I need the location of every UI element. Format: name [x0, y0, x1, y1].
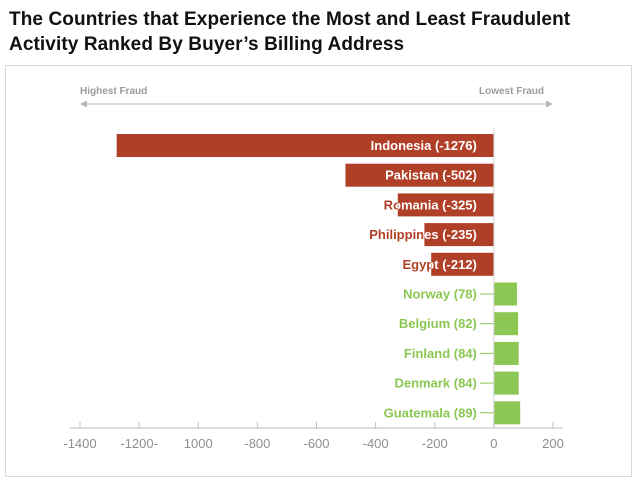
- fraud-range-arrow: [80, 100, 553, 108]
- bar-label-philippines: Philippines (-235): [369, 227, 477, 242]
- x-axis: -1400 -1200- 1000 -800 -600 -400 -200 0 200: [63, 128, 564, 451]
- bar-label-inner-pakistan: Pakistan (-502): [385, 168, 477, 183]
- bar-label-finland: Finland (84): [404, 346, 477, 361]
- bar-romania: [397, 193, 494, 217]
- bar-philippines: [424, 223, 494, 247]
- bars: Indonesia (-1276)Indonesia (-1276)Pakist…: [116, 134, 521, 425]
- bar-denmark: [493, 371, 519, 395]
- range-arrow-left-head: [80, 100, 87, 108]
- x-tick-label-8: 200: [542, 436, 564, 451]
- range-arrow-right-head: [546, 100, 553, 108]
- lowest-fraud-label: Lowest Fraud: [479, 86, 545, 97]
- x-tick-label-0: -1400: [63, 436, 96, 451]
- chart-title: The Countries that Experience the Most a…: [9, 9, 571, 55]
- x-tick-label-7: 0: [490, 436, 497, 451]
- bar-label-indonesia: Indonesia (-1276): [371, 138, 477, 153]
- bar-label-denmark: Denmark (84): [395, 376, 477, 391]
- bar-label-romania: Romania (-325): [384, 197, 477, 212]
- bar-label-belgium: Belgium (82): [399, 316, 477, 331]
- bar-egypt: [431, 252, 494, 276]
- bar-pakistan: [345, 163, 494, 187]
- bar-indonesia: [116, 134, 494, 157]
- bar-guatemala: [493, 401, 521, 425]
- bar-label-guatemala: Guatemala (89): [384, 405, 477, 420]
- bar-finland: [493, 341, 519, 365]
- x-tick-label-6: -200: [422, 436, 448, 451]
- bar-label-egypt: Egypt (-212): [402, 257, 476, 272]
- bar-label-norway: Norway (78): [403, 287, 477, 302]
- x-tick-label-2: 1000: [184, 436, 213, 451]
- x-tick-label-3: -800: [244, 436, 270, 451]
- bar-label-inner-egypt: Egypt (-212): [402, 257, 476, 272]
- bar-label-inner-philippines: Philippines (-235): [369, 227, 477, 242]
- bar-norway: [493, 282, 517, 306]
- highest-fraud-label: Highest Fraud: [80, 86, 148, 97]
- bar-belgium: [493, 312, 519, 336]
- chart-panel: [5, 65, 632, 477]
- bar-label-inner-indonesia: Indonesia (-1276): [371, 138, 477, 153]
- x-tick-label-1: -1200-: [120, 436, 158, 451]
- bar-label-inner-romania: Romania (-325): [384, 197, 477, 212]
- x-tick-label-5: -400: [363, 436, 389, 451]
- bar-label-pakistan: Pakistan (-502): [385, 168, 477, 183]
- x-tick-label-4: -600: [303, 436, 329, 451]
